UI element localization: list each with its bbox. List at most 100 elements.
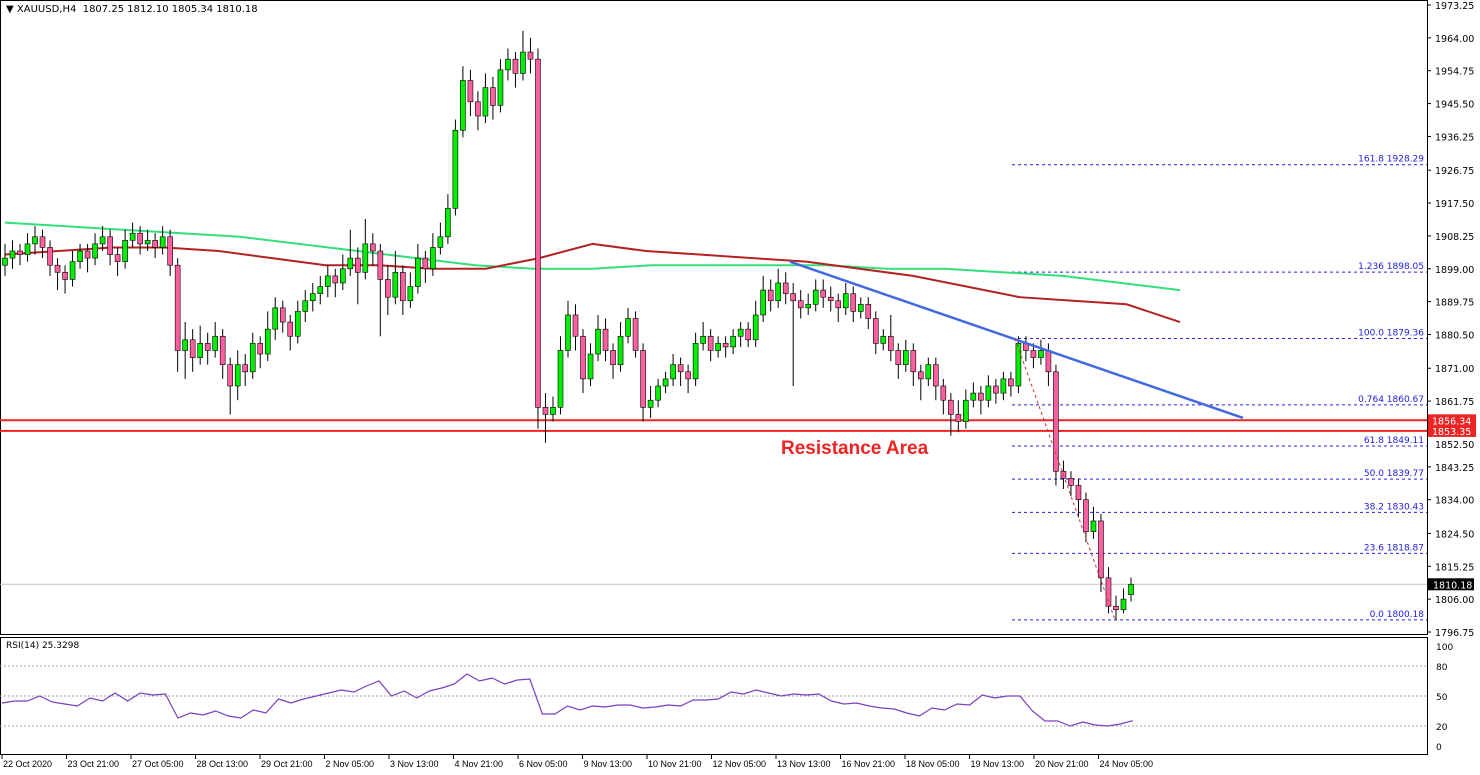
candle bbox=[437, 222, 444, 255]
chart-header: ▼ XAUUSD,H4 1807.25 1812.10 1805.34 1810… bbox=[6, 4, 258, 15]
candle-body bbox=[309, 293, 316, 302]
candle bbox=[482, 73, 489, 124]
candle bbox=[505, 48, 511, 81]
x-tick-label: 24 Nov 05:00 bbox=[1100, 759, 1154, 769]
candle-body bbox=[92, 243, 98, 259]
candle-body bbox=[242, 364, 249, 373]
candle bbox=[527, 37, 534, 74]
candle bbox=[302, 290, 309, 323]
candle-body bbox=[497, 69, 504, 106]
rsi-tick-label: 100 bbox=[1436, 643, 1453, 653]
candle bbox=[940, 378, 947, 415]
candle-body bbox=[767, 289, 774, 302]
candle bbox=[347, 229, 354, 276]
candle bbox=[1120, 588, 1127, 614]
candle bbox=[355, 247, 361, 305]
candle-body bbox=[632, 318, 639, 351]
candle-body bbox=[737, 328, 744, 337]
candle-body bbox=[430, 247, 436, 270]
candle-body bbox=[790, 293, 797, 302]
candle bbox=[918, 364, 924, 401]
candle-body bbox=[47, 247, 53, 266]
candle bbox=[362, 219, 369, 280]
candle bbox=[1030, 343, 1037, 369]
candle bbox=[1068, 471, 1074, 497]
candle-body bbox=[970, 392, 977, 401]
candle-body bbox=[460, 80, 466, 131]
candle bbox=[174, 258, 181, 372]
candle-body bbox=[565, 314, 571, 351]
candle-body bbox=[933, 364, 939, 387]
candle bbox=[257, 336, 264, 369]
candle-body bbox=[1120, 598, 1127, 611]
y-tick-label: 1861.75 bbox=[1435, 397, 1474, 408]
candle-body bbox=[355, 257, 361, 273]
symbol-label: XAUUSD,H4 bbox=[16, 4, 77, 15]
candle bbox=[212, 322, 218, 358]
candle-body bbox=[69, 261, 76, 280]
candle bbox=[324, 265, 331, 298]
candle bbox=[24, 233, 31, 262]
candle-body bbox=[445, 208, 451, 238]
candle bbox=[415, 243, 421, 294]
candle bbox=[197, 325, 203, 365]
fib-level-label: 100.0 1879.36 bbox=[1358, 329, 1424, 339]
candle bbox=[1038, 339, 1044, 365]
candle-body bbox=[805, 303, 812, 309]
candle-body bbox=[174, 264, 181, 351]
candle-body bbox=[730, 335, 736, 348]
candle bbox=[782, 272, 789, 305]
fib-level-label: 61.8 1849.11 bbox=[1364, 436, 1424, 446]
candle bbox=[1053, 364, 1059, 486]
candle bbox=[339, 254, 346, 291]
candle bbox=[317, 275, 324, 305]
candle bbox=[84, 243, 91, 273]
candle-body bbox=[332, 275, 339, 284]
candle bbox=[610, 343, 616, 379]
candle bbox=[62, 265, 68, 294]
rsi-line bbox=[1, 673, 1134, 727]
candle bbox=[572, 304, 579, 351]
candle-body bbox=[1113, 605, 1119, 611]
candle-body bbox=[452, 129, 459, 209]
candle-body bbox=[1075, 485, 1082, 500]
candle bbox=[775, 268, 781, 308]
candle bbox=[963, 389, 969, 429]
candle bbox=[993, 378, 999, 404]
candle-body bbox=[715, 343, 721, 351]
collapse-triangle-icon[interactable]: ▼ bbox=[6, 4, 14, 15]
candle-body bbox=[137, 232, 143, 245]
candle-body bbox=[114, 254, 121, 262]
candle-body bbox=[370, 243, 376, 252]
candle-body bbox=[557, 350, 564, 408]
candle bbox=[392, 251, 399, 305]
candle bbox=[730, 329, 736, 355]
candle-body bbox=[422, 257, 429, 270]
fib-level-label: 38.2 1830.43 bbox=[1364, 502, 1424, 512]
candle bbox=[332, 268, 339, 298]
candle bbox=[430, 233, 436, 276]
y-tick-label: 1964.00 bbox=[1435, 34, 1474, 45]
candle bbox=[249, 332, 256, 379]
current-price-badge bbox=[1428, 578, 1474, 591]
candle bbox=[880, 329, 887, 351]
candle bbox=[92, 233, 98, 266]
candle-body bbox=[948, 399, 954, 415]
candle bbox=[1090, 506, 1097, 539]
candle bbox=[309, 282, 316, 312]
candle bbox=[842, 282, 849, 315]
candle-body bbox=[189, 339, 196, 358]
fib-level-label: 161.8 1928.29 bbox=[1358, 155, 1424, 165]
candle bbox=[895, 343, 902, 379]
y-tick-label: 1936.25 bbox=[1435, 132, 1474, 143]
candle-body bbox=[520, 51, 526, 74]
candle bbox=[1083, 492, 1089, 543]
candle-body bbox=[940, 385, 947, 401]
candle-body bbox=[227, 364, 233, 387]
x-tick-label: 23 Oct 21:00 bbox=[68, 759, 120, 769]
candle bbox=[925, 357, 932, 386]
candle bbox=[760, 275, 766, 323]
candle bbox=[520, 30, 526, 81]
